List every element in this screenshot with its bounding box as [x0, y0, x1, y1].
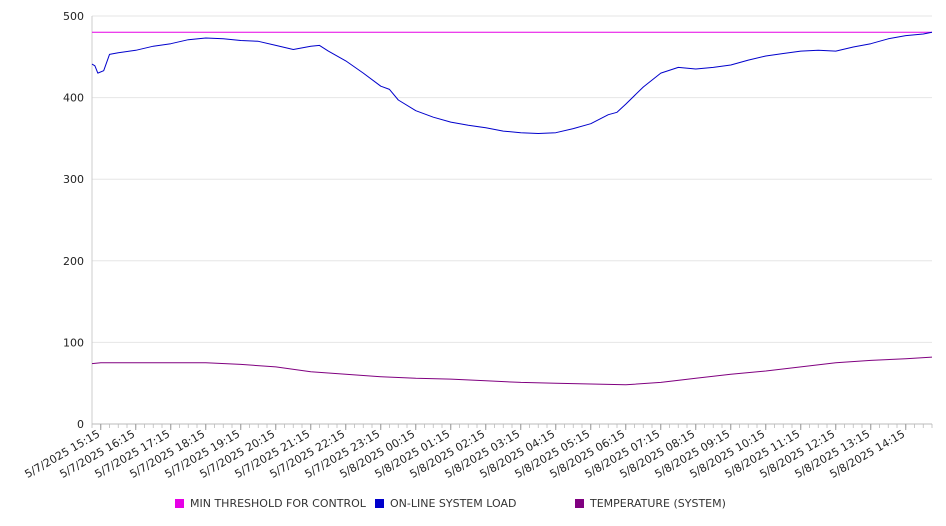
legend-label-temperature: TEMPERATURE (SYSTEM): [590, 497, 726, 510]
y-tick-label: 0: [77, 418, 84, 431]
y-axis-ticks: 0 100 200 300 400 500: [63, 10, 84, 431]
legend-item-system-load[interactable]: ON-LINE SYSTEM LOAD: [375, 497, 516, 510]
legend-label-system-load: ON-LINE SYSTEM LOAD: [390, 497, 517, 510]
series-line-system-load: [91, 31, 933, 134]
legend: MIN THRESHOLD FOR CONTROL ON-LINE SYSTEM…: [0, 497, 946, 515]
legend-swatch-system-load: [375, 499, 384, 508]
legend-item-min-threshold[interactable]: MIN THRESHOLD FOR CONTROL: [175, 497, 366, 510]
y-tick-label: 100: [63, 336, 84, 349]
gridlines: [92, 15, 932, 343]
y-tick-label: 500: [63, 10, 84, 23]
legend-label-min-threshold: MIN THRESHOLD FOR CONTROL: [190, 497, 366, 510]
y-tick-label: 300: [63, 173, 84, 186]
series-line-temperature: [91, 356, 933, 386]
x-axis-ticks: 5/7/2025 15:155/7/2025 16:155/7/2025 17:…: [22, 424, 933, 481]
legend-swatch-min-threshold: [175, 499, 184, 508]
legend-item-temperature[interactable]: TEMPERATURE (SYSTEM): [575, 497, 726, 510]
axes: [91, 16, 932, 425]
y-tick-label: 400: [63, 92, 84, 105]
y-tick-label: 200: [63, 255, 84, 268]
series-lines: [91, 31, 933, 386]
legend-swatch-temperature: [575, 499, 584, 508]
